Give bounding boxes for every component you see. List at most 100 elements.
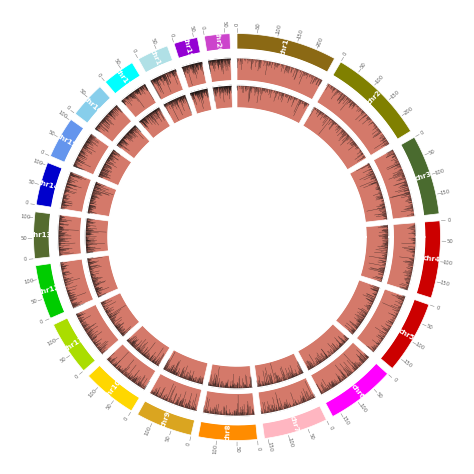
Text: 100: 100 — [20, 214, 30, 220]
Text: 100: 100 — [276, 23, 283, 34]
Polygon shape — [386, 223, 416, 291]
Text: 0: 0 — [392, 377, 397, 383]
Polygon shape — [121, 83, 156, 118]
Text: 200: 200 — [403, 106, 414, 116]
Text: 50: 50 — [235, 447, 239, 453]
Text: 150: 150 — [439, 189, 450, 196]
Polygon shape — [98, 149, 132, 186]
Text: chr20: chr20 — [214, 31, 222, 54]
Text: 0: 0 — [65, 105, 71, 111]
Polygon shape — [198, 421, 257, 440]
Text: chr13: chr13 — [30, 232, 53, 238]
Polygon shape — [138, 107, 171, 139]
Text: 50: 50 — [307, 432, 314, 440]
Text: 50: 50 — [255, 22, 261, 29]
Text: chr9: chr9 — [161, 410, 173, 428]
Polygon shape — [325, 363, 388, 417]
Polygon shape — [58, 215, 82, 256]
Text: 50: 50 — [189, 26, 195, 33]
Text: 50: 50 — [47, 129, 55, 137]
Text: chr7: chr7 — [289, 415, 300, 433]
Text: 150: 150 — [402, 359, 413, 369]
Text: 50: 50 — [446, 239, 453, 244]
Text: chr11: chr11 — [63, 336, 84, 353]
Text: 100: 100 — [374, 74, 385, 85]
Polygon shape — [75, 87, 110, 123]
Text: 0: 0 — [96, 72, 102, 78]
Polygon shape — [36, 264, 65, 318]
Polygon shape — [190, 88, 212, 114]
Text: 50: 50 — [30, 299, 38, 305]
Polygon shape — [212, 85, 233, 109]
Polygon shape — [138, 46, 173, 73]
Polygon shape — [237, 85, 310, 124]
Polygon shape — [401, 137, 439, 216]
Polygon shape — [106, 344, 156, 390]
Text: 200: 200 — [316, 36, 324, 47]
Polygon shape — [50, 119, 84, 162]
Text: 50: 50 — [112, 58, 120, 66]
Polygon shape — [150, 69, 183, 100]
Text: 50: 50 — [27, 179, 36, 186]
Text: 100: 100 — [213, 443, 219, 454]
Polygon shape — [36, 163, 62, 207]
Polygon shape — [89, 365, 139, 411]
Polygon shape — [237, 34, 335, 73]
Text: 0: 0 — [419, 130, 425, 136]
Text: 50: 50 — [359, 62, 367, 70]
Text: chr14: chr14 — [36, 180, 60, 191]
Text: 0: 0 — [447, 218, 451, 223]
Polygon shape — [310, 342, 370, 395]
Text: 0: 0 — [24, 257, 27, 262]
Text: 150: 150 — [439, 280, 450, 287]
Text: 100: 100 — [24, 278, 35, 285]
Text: 50: 50 — [165, 434, 172, 442]
Polygon shape — [59, 259, 94, 309]
Text: 0: 0 — [39, 319, 45, 325]
Text: 50: 50 — [59, 356, 68, 364]
Text: 150: 150 — [390, 89, 401, 100]
Polygon shape — [255, 353, 304, 388]
Text: 0: 0 — [435, 305, 440, 310]
Text: 100: 100 — [414, 342, 425, 351]
Text: 0: 0 — [200, 25, 206, 29]
Polygon shape — [208, 364, 252, 389]
Text: 150: 150 — [266, 442, 273, 453]
Polygon shape — [380, 300, 429, 368]
Text: chr15: chr15 — [55, 133, 78, 149]
Text: 0: 0 — [25, 201, 29, 206]
Text: 0: 0 — [131, 48, 137, 54]
Polygon shape — [298, 324, 349, 371]
Text: 0: 0 — [186, 442, 192, 447]
Text: 50: 50 — [21, 236, 27, 241]
Polygon shape — [263, 406, 327, 438]
Polygon shape — [203, 391, 255, 416]
Text: 100: 100 — [287, 438, 294, 448]
Polygon shape — [60, 172, 91, 212]
Text: chr17: chr17 — [114, 67, 132, 89]
Text: 0: 0 — [235, 23, 239, 26]
Text: 150: 150 — [296, 28, 304, 39]
Text: chr19: chr19 — [182, 36, 193, 59]
Text: 100: 100 — [358, 403, 368, 414]
Polygon shape — [303, 106, 367, 170]
Text: chr2: chr2 — [366, 90, 383, 106]
Text: 100: 100 — [46, 337, 58, 346]
Text: 100: 100 — [57, 110, 68, 120]
Text: 0: 0 — [328, 426, 333, 431]
Text: 0: 0 — [168, 32, 174, 37]
Polygon shape — [149, 374, 202, 412]
Text: 100: 100 — [87, 388, 98, 399]
Polygon shape — [163, 94, 193, 124]
Polygon shape — [54, 318, 95, 371]
Text: 100: 100 — [443, 260, 454, 266]
Text: chr3: chr3 — [414, 171, 432, 182]
Polygon shape — [75, 304, 119, 355]
Polygon shape — [87, 182, 117, 217]
Polygon shape — [416, 221, 440, 298]
Polygon shape — [182, 61, 207, 89]
Polygon shape — [86, 255, 119, 298]
Text: chr8: chr8 — [225, 423, 231, 441]
Polygon shape — [85, 218, 109, 253]
Text: 50: 50 — [425, 324, 434, 331]
